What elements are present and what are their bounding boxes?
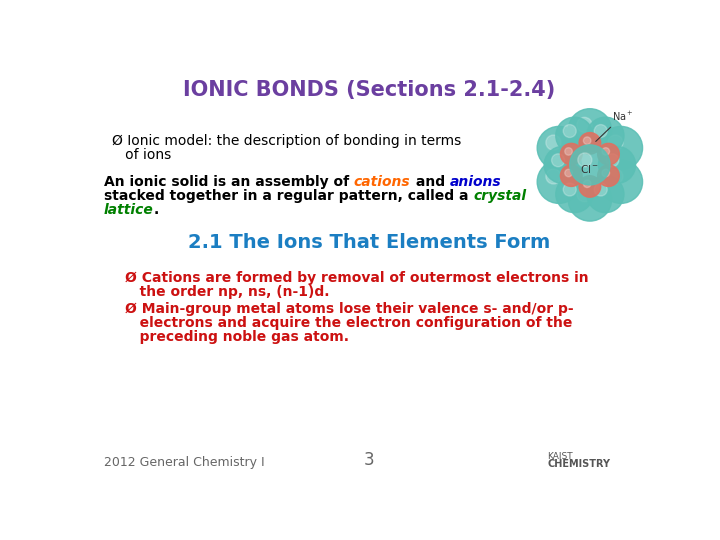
Circle shape (602, 169, 610, 177)
Circle shape (563, 183, 576, 196)
Circle shape (598, 165, 619, 186)
Circle shape (577, 117, 592, 132)
Circle shape (599, 160, 642, 204)
Text: cations: cations (354, 175, 410, 189)
Circle shape (594, 125, 607, 138)
Circle shape (608, 169, 623, 184)
Text: Na$^+$: Na$^+$ (595, 110, 633, 141)
Text: Cl$^-$: Cl$^-$ (580, 163, 599, 175)
Text: the order np, ns, (n-1)d.: the order np, ns, (n-1)d. (125, 285, 329, 299)
Circle shape (579, 176, 600, 197)
Text: Ø Ionic model: the description of bonding in terms: Ø Ionic model: the description of bondin… (112, 134, 461, 148)
Circle shape (583, 180, 591, 187)
Text: lattice: lattice (104, 202, 153, 217)
Circle shape (587, 117, 624, 154)
Text: Ø Cations are formed by removal of outermost electrons in: Ø Cations are formed by removal of outer… (125, 271, 588, 285)
Circle shape (598, 143, 619, 165)
Circle shape (564, 169, 572, 177)
Circle shape (570, 145, 610, 185)
Circle shape (560, 143, 582, 165)
Circle shape (568, 109, 611, 152)
Circle shape (556, 117, 593, 154)
Text: Ø Main-group metal atoms lose their valence s- and/or p-: Ø Main-group metal atoms lose their vale… (125, 302, 574, 316)
Circle shape (556, 176, 593, 213)
Circle shape (577, 153, 592, 167)
Circle shape (598, 146, 636, 184)
Text: IONIC BONDS (Sections 2.1-2.4): IONIC BONDS (Sections 2.1-2.4) (183, 80, 555, 100)
Text: and: and (410, 175, 449, 189)
Circle shape (587, 176, 624, 213)
Circle shape (602, 147, 610, 155)
Circle shape (568, 178, 611, 221)
Circle shape (583, 137, 591, 144)
Circle shape (606, 154, 619, 167)
Circle shape (544, 146, 581, 184)
Text: KAIST: KAIST (547, 453, 573, 461)
Text: anions: anions (449, 175, 501, 189)
Text: preceding noble gas atom.: preceding noble gas atom. (125, 330, 349, 343)
Circle shape (537, 126, 580, 170)
Circle shape (563, 125, 576, 138)
Text: of ions: of ions (112, 148, 171, 162)
Text: CHEMISTRY: CHEMISTRY (547, 459, 611, 469)
Text: crystal: crystal (473, 189, 526, 202)
Circle shape (599, 126, 642, 170)
Circle shape (564, 147, 572, 155)
Text: electrons and acquire the electron configuration of the: electrons and acquire the electron confi… (125, 316, 572, 330)
Text: 2.1 The Ions That Elements Form: 2.1 The Ions That Elements Form (188, 233, 550, 252)
Circle shape (560, 165, 582, 186)
Text: stacked together in a regular pattern, called a: stacked together in a regular pattern, c… (104, 189, 473, 202)
Circle shape (608, 135, 623, 150)
Circle shape (546, 135, 561, 150)
Text: An ionic solid is an assembly of: An ionic solid is an assembly of (104, 175, 354, 189)
Circle shape (577, 187, 592, 202)
Circle shape (537, 160, 580, 204)
Text: 2012 General Chemistry I: 2012 General Chemistry I (104, 456, 264, 469)
Circle shape (552, 154, 564, 167)
Circle shape (546, 169, 561, 184)
Circle shape (579, 132, 600, 154)
Circle shape (594, 183, 607, 196)
Text: .: . (153, 202, 159, 217)
Text: 3: 3 (364, 451, 374, 469)
